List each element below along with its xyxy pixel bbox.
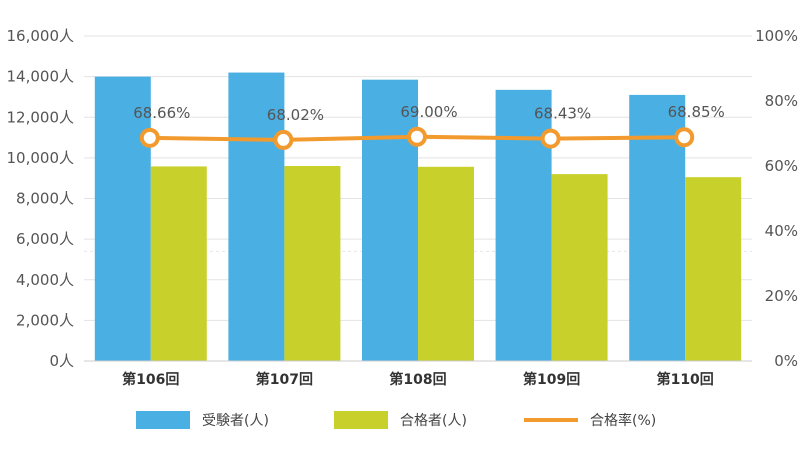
category-label: 第108回 bbox=[389, 371, 446, 388]
passer-bar bbox=[551, 174, 608, 361]
left-tick-label: 10,000人 bbox=[7, 149, 75, 167]
right-tick-label: 40% bbox=[765, 222, 798, 240]
right-tick-label: 20% bbox=[765, 287, 798, 305]
examinee-bar bbox=[495, 89, 552, 361]
rate-point bbox=[139, 127, 160, 148]
category-label: 第107回 bbox=[256, 371, 313, 388]
left-tick-label: 12,000人 bbox=[7, 108, 75, 126]
bars-layer bbox=[94, 72, 742, 361]
left-tick-label: 8,000人 bbox=[16, 190, 74, 208]
passer-bar bbox=[418, 166, 474, 361]
right-axis-ticks: 0% 20% 40% 60% 80% 100% bbox=[755, 27, 798, 370]
left-tick-label: 4,000人 bbox=[16, 271, 74, 289]
legend-swatch bbox=[136, 411, 190, 429]
rate-point bbox=[540, 128, 561, 149]
category-label: 第109回 bbox=[523, 371, 580, 388]
passer-bar bbox=[150, 166, 207, 361]
right-tick-label: 60% bbox=[765, 157, 798, 175]
legend-label: 合格者(人) bbox=[400, 413, 467, 429]
rate-line-layer: 68.66% 68.02% 69.00% 68.43% 68.85% bbox=[133, 103, 725, 150]
examinee-bar bbox=[228, 72, 285, 361]
rate-data-label: 68.66% bbox=[133, 104, 190, 122]
left-tick-label: 2,000人 bbox=[16, 311, 74, 329]
legend: 受験者(人) 合格者(人) 合格率(%) bbox=[136, 411, 656, 429]
legend-label: 合格率(%) bbox=[590, 412, 656, 429]
left-tick-label: 14,000人 bbox=[7, 68, 75, 86]
category-label: 第110回 bbox=[657, 371, 714, 388]
category-labels: 第106回 第107回 第108回 第109回 第110回 bbox=[122, 371, 714, 388]
rate-point bbox=[674, 127, 695, 148]
right-tick-label: 100% bbox=[755, 27, 798, 45]
rate-data-label: 68.43% bbox=[534, 105, 591, 123]
passer-bar bbox=[284, 166, 341, 361]
rate-point bbox=[273, 129, 294, 150]
legend-swatch bbox=[334, 411, 388, 429]
left-axis-ticks: 0人 2,000人 4,000人 6,000人 8,000人 10,000人 12,000人… bbox=[7, 27, 75, 370]
rate-data-label: 69.00% bbox=[400, 103, 457, 121]
category-label: 第106回 bbox=[122, 371, 179, 388]
examinee-bar bbox=[362, 79, 418, 361]
examinee-bar bbox=[94, 76, 151, 361]
legend-label: 受験者(人) bbox=[202, 413, 269, 429]
left-tick-label: 16,000人 bbox=[7, 27, 75, 45]
rate-point bbox=[407, 126, 427, 147]
left-tick-label: 6,000人 bbox=[16, 230, 74, 248]
passer-bar bbox=[685, 177, 742, 361]
right-tick-label: 0% bbox=[774, 352, 798, 370]
rate-data-label: 68.85% bbox=[668, 103, 725, 121]
rate-data-label: 68.02% bbox=[267, 106, 324, 124]
left-tick-label: 0人 bbox=[49, 352, 74, 370]
right-tick-label: 80% bbox=[765, 92, 798, 110]
